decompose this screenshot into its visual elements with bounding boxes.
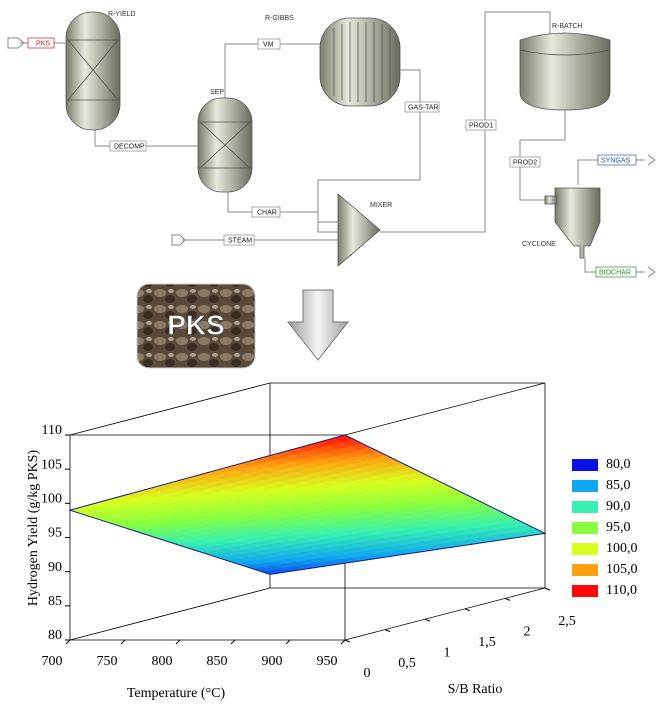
legend-label: 95,0	[606, 520, 631, 535]
box-edge	[70, 383, 270, 435]
stream-line	[228, 192, 338, 232]
z-tick-label: 100	[41, 492, 62, 507]
legend-label: 85,0	[606, 478, 631, 493]
down-arrow	[288, 290, 348, 360]
legend-swatch	[572, 564, 598, 576]
cyclone-shape	[555, 188, 600, 258]
legend-swatch	[572, 501, 598, 513]
y-tick-label: 2	[524, 625, 531, 640]
legend-swatch	[572, 585, 598, 597]
z-tick-label: 90	[48, 560, 62, 575]
legend-swatch	[572, 522, 598, 534]
x-tick-label: 850	[207, 654, 228, 669]
stream-label: PROD2	[513, 159, 537, 166]
stream-label: BIOCHAR	[599, 269, 631, 276]
y-tick-label: 1,5	[478, 635, 496, 650]
legend-label: 90,0	[606, 499, 631, 514]
legend-swatch	[572, 459, 598, 471]
block-label: MIXER	[370, 202, 392, 209]
z-tick-label: 85	[48, 594, 62, 609]
y-tick	[505, 598, 510, 600]
box-edge	[70, 588, 270, 640]
z-tick-label: 110	[42, 423, 62, 438]
z-axis-title: Hydrogen Yield (g/kg PKS)	[26, 450, 41, 607]
legend-swatch	[572, 480, 598, 492]
stream-label: GAS-TAR	[408, 104, 439, 111]
stream-label: CHAR	[257, 209, 277, 216]
x-tick-label: 900	[262, 654, 283, 669]
legend-label: 110,0	[606, 583, 637, 598]
stream-label: STEAM	[228, 237, 252, 244]
y-tick	[385, 630, 390, 632]
feedstock: PKS	[137, 284, 348, 368]
stream-line	[225, 44, 320, 100]
y-tick	[425, 619, 430, 621]
y-tick-label: 2,5	[558, 614, 576, 629]
block-label: CYCLONE	[522, 241, 556, 248]
r-batch-vessel	[520, 33, 610, 110]
x-tick	[231, 640, 235, 644]
surface-chart: 80 85 90 95 100 105 110 700 750 800 850 900 950 0 0,5 1…	[26, 383, 637, 701]
y-axis-title: S/B Ratio	[448, 682, 503, 697]
r-yield-vessel	[66, 12, 120, 130]
stream-label: PROD1	[469, 122, 493, 129]
x-tick-label: 700	[42, 654, 63, 669]
x-tick	[121, 640, 125, 644]
block-label: R-GIBBS	[265, 15, 294, 22]
z-tick-label: 95	[48, 526, 62, 541]
y-tick	[345, 640, 350, 642]
r-gibbs-vessel	[320, 18, 400, 106]
block-label: R-YIELD	[108, 11, 136, 18]
x-tick-label: 750	[97, 654, 118, 669]
x-tick	[176, 640, 180, 644]
legend-label: 100,0	[606, 541, 638, 556]
z-tick-label: 105	[41, 457, 62, 472]
block-label: SEP	[210, 89, 224, 96]
cyclone-inlet	[545, 196, 557, 204]
stream-label: PKS	[36, 40, 50, 47]
legend-label: 80,0	[606, 457, 631, 472]
x-tick	[286, 640, 290, 644]
x-tick-label: 800	[152, 654, 173, 669]
x-tick	[341, 640, 345, 644]
legend-swatch	[572, 543, 598, 555]
z-tick-label: 80	[48, 628, 62, 643]
x-tick-label: 950	[317, 654, 338, 669]
feedstock-label: PKS	[167, 309, 225, 340]
stream-label: SYNGAS	[601, 157, 631, 164]
stream-label: VM	[263, 41, 274, 48]
y-tick-label: 0	[364, 666, 371, 681]
stream-line	[520, 110, 565, 200]
box-edge	[345, 588, 545, 640]
legend-label: 105,0	[606, 562, 638, 577]
vessels	[66, 12, 610, 266]
figure: R-YIELD SEP R-GIBBS R-BATCH MIXER CYCLON…	[0, 0, 659, 705]
y-tick	[465, 609, 470, 611]
page: {"diagram":{"blocks":{"ryield":"R-YIELD"…	[0, 0, 659, 705]
y-tick-label: 0,5	[398, 656, 416, 671]
stream-label: DECOMP	[114, 143, 145, 150]
x-tick	[66, 640, 70, 644]
y-tick	[545, 588, 550, 590]
y-tick-label: 1	[444, 645, 451, 660]
x-axis-title: Temperature (°C)	[127, 686, 226, 701]
block-label: R-BATCH	[552, 23, 583, 30]
box-edge	[345, 383, 545, 435]
